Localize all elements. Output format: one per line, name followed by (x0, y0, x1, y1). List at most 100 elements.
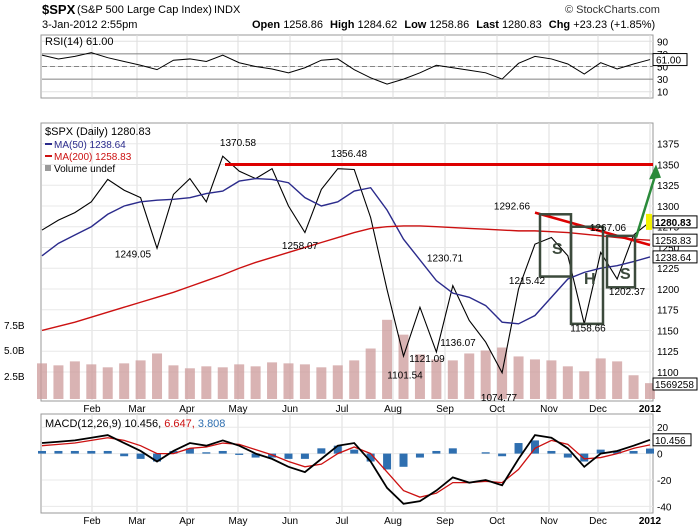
x-tick-label: Aug (384, 516, 402, 527)
chg-value: +23.23 (+1.85%) (573, 19, 656, 31)
volume-bar (332, 365, 343, 399)
arrow-head (649, 164, 661, 180)
x-tick-label: Jul (336, 404, 349, 415)
price-series-line (41, 225, 651, 332)
macd-hist-bar (432, 450, 441, 454)
price-tick-label: 1350 (657, 160, 680, 171)
rsi-tick-label: 30 (657, 75, 669, 86)
price-current-label: 1238.64 (655, 253, 692, 264)
right-shoulder-box (605, 234, 637, 289)
x-tick-label: 2012 (639, 404, 662, 415)
price-tick-label: 1250 (657, 243, 680, 254)
price-tick-label: 1225 (657, 264, 680, 275)
gridlines (42, 35, 653, 513)
watermark: © StockCharts.com (565, 4, 660, 16)
volume-bar (135, 360, 146, 399)
macd-title: MACD(12,26,9) 10.456, 6.647, 3.808 (45, 418, 225, 430)
x-tick-label: 2012 (639, 516, 662, 527)
quote-line: Open 1258.86 High 1284.62 Low 1258.86 La… (252, 19, 655, 31)
volume-bar (529, 359, 540, 399)
rsi-tick-label: 10 (657, 88, 669, 99)
price-annotation-label: 1267.06 (590, 223, 627, 234)
macd-hist-bar (530, 440, 539, 454)
pattern-letter: H (584, 271, 596, 288)
volume-bar (464, 353, 475, 399)
price-current-box (652, 250, 698, 264)
macd-hist-bar (448, 448, 457, 454)
price-current-box (652, 233, 698, 247)
exchange: INDX (214, 4, 241, 16)
breakout-arrow (634, 172, 658, 238)
volume-tick-label: 5.0B (4, 346, 25, 357)
macd-hist-bar (629, 450, 638, 454)
rsi-title: RSI(14) 61.00 (45, 36, 113, 48)
volume-current-label: 1569258 (655, 380, 694, 391)
macd-tick-label: 0 (657, 450, 663, 461)
x-tick-label: Sep (436, 516, 454, 527)
volume-bar (645, 383, 655, 399)
volume-current-box (652, 377, 698, 391)
volume-bar (365, 348, 376, 399)
x-tick-label: Feb (83, 516, 101, 527)
volume-bar (628, 375, 639, 399)
volume-bar (562, 366, 573, 399)
macd-hist-bar (613, 450, 622, 454)
x-tick-label: Jun (282, 516, 298, 527)
price-annotation-label: 1258.07 (282, 241, 319, 252)
macd-tick-label: -40 (657, 502, 672, 513)
macd-hist-bar (202, 452, 211, 454)
volume-bar (201, 366, 212, 399)
macd-hist-bar (366, 453, 375, 462)
macd-title-part: 6.647, (164, 418, 198, 430)
volume-bar (349, 360, 360, 399)
macd-hist-bar (38, 450, 46, 454)
volume-bar (431, 359, 442, 399)
macd-hist-bar (317, 448, 326, 454)
legend-entry: MA(50) 1238.64 (54, 140, 126, 151)
volume-bars (37, 319, 655, 399)
macd-hist-bar (415, 453, 424, 458)
x-tick-label: Aug (384, 404, 402, 415)
x-tick-label: Mar (128, 516, 146, 527)
chart-texts: Feb Feb Mar Mar Apr Apr May May Jun Jun Jul Jul Aug A… (4, 36, 698, 527)
volume-bar (267, 362, 278, 399)
price-tick-label: 1325 (657, 181, 680, 192)
macd-hist-bar (87, 450, 96, 454)
macd-hist-bar (563, 453, 572, 458)
volume-bar (579, 371, 590, 399)
volume-bar (612, 361, 623, 399)
macd-title-part: 3.808 (198, 418, 226, 430)
volume-tick-label: 7.5B (4, 321, 25, 332)
macd-hist-bar (646, 448, 654, 454)
rsi-line (41, 52, 651, 85)
pattern-letter: S (620, 266, 631, 283)
price-annotation-label: 1074.77 (481, 393, 518, 404)
price-annotation-label: 1101.54 (387, 371, 423, 382)
macd-hist-bar (235, 453, 244, 455)
macd-hist-bar (498, 453, 507, 457)
volume-bar (152, 353, 163, 399)
x-tick-label: Feb (83, 404, 101, 415)
macd-hist-bar (54, 450, 63, 454)
volume-bar (398, 334, 409, 399)
macd-line (41, 434, 651, 505)
price-annotation-label: 1292.66 (494, 201, 531, 212)
x-tick-label: Dec (589, 404, 607, 415)
rsi-current-box (652, 53, 688, 67)
x-tick-label: Mar (128, 404, 146, 415)
macd-hist-bar (169, 450, 178, 454)
x-tick-label: Nov (540, 404, 558, 415)
annotations (225, 162, 661, 326)
price-tick-label: 1375 (657, 140, 680, 151)
price-annotation-label: 1356.48 (331, 149, 368, 160)
x-tick-label: May (229, 404, 248, 415)
series-lines (41, 52, 651, 505)
legend-entry: MA(200) 1258.83 (54, 152, 132, 163)
price-annotation-label: 1202.37 (609, 287, 646, 298)
index-name: (S&P 500 Large Cap Index) (77, 4, 212, 16)
x-tick-label: Oct (489, 404, 505, 415)
macd-hist-bar (153, 453, 162, 462)
chg-label: Chg (548, 19, 571, 31)
